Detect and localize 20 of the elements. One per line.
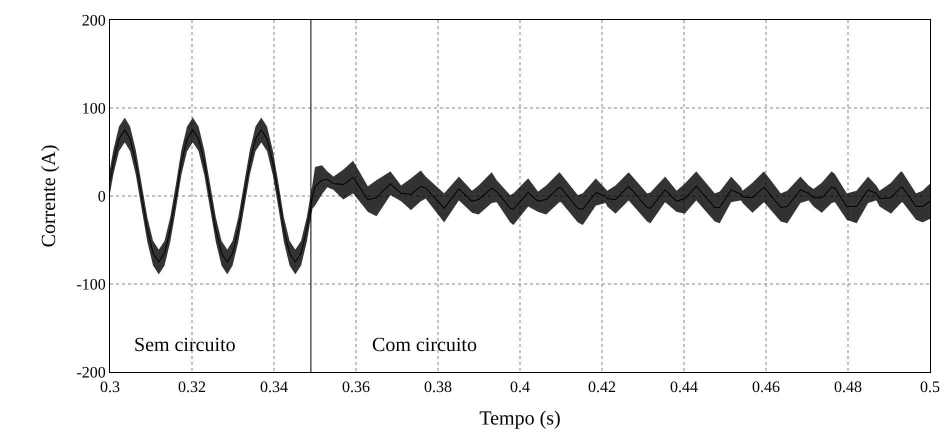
y-tick-label: -200 — [76, 364, 106, 382]
y-tick-label: -100 — [76, 276, 106, 294]
x-tick-label: 0.5 — [920, 379, 940, 396]
x-axis-title: Tempo (s) — [479, 408, 561, 430]
annotation: Sem circuito — [134, 334, 236, 356]
y-tick-label: 100 — [82, 100, 106, 118]
x-tick-label: 0.34 — [260, 379, 288, 396]
y-tick-label: 200 — [82, 12, 106, 30]
x-tick-label: 0.46 — [752, 379, 780, 396]
x-tick-label: 0.44 — [670, 379, 698, 396]
x-tick-label: 0.4 — [510, 379, 530, 396]
y-axis-title: Corrente (A) — [38, 144, 60, 248]
x-tick-label: 0.38 — [424, 379, 452, 396]
x-tick-label: 0.48 — [834, 379, 862, 396]
x-tick-label: 0.3 — [100, 379, 120, 396]
x-tick-label: 0.32 — [178, 379, 206, 396]
x-tick-label: 0.36 — [342, 379, 370, 396]
x-tick-label: 0.42 — [588, 379, 616, 396]
annotation: Com circuito — [372, 334, 477, 356]
y-tick-label: 0 — [98, 188, 106, 206]
